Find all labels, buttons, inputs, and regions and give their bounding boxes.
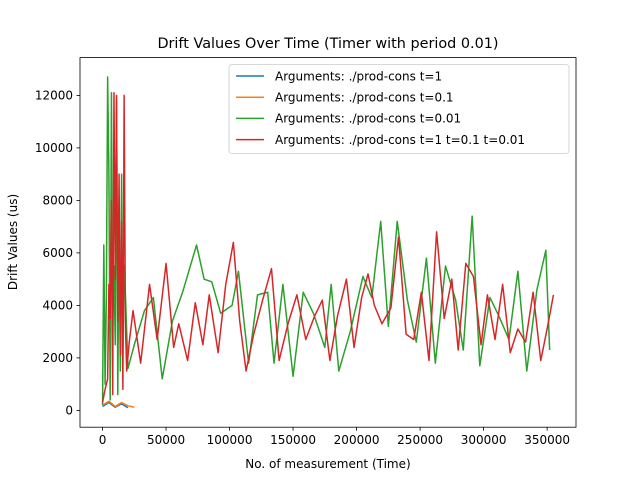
y-tick-label: 0 <box>65 404 73 418</box>
series-line-1 <box>102 401 129 409</box>
x-tick-label: 300000 <box>461 433 507 447</box>
y-tick-label: 8000 <box>42 194 73 208</box>
legend-label: Arguments: ./prod-cons t=0.1 <box>275 91 454 105</box>
x-tick-label: 100000 <box>207 433 253 447</box>
series-line-2 <box>102 400 135 408</box>
x-tick-label: 150000 <box>270 433 316 447</box>
plot-frame <box>79 57 577 428</box>
x-tick-label: 250000 <box>397 433 443 447</box>
legend-label: Arguments: ./prod-cons t=1 t=0.1 t=0.01 <box>275 133 525 147</box>
y-tick-label: 12000 <box>35 89 73 103</box>
y-tick-label: 4000 <box>42 299 73 313</box>
x-tick-label: 200000 <box>334 433 380 447</box>
series-layer <box>101 76 555 409</box>
x-tick-label: 50000 <box>147 433 185 447</box>
chart-title: Drift Values Over Time (Timer with perio… <box>157 36 498 52</box>
legend-box <box>228 64 570 154</box>
y-tick-label: 2000 <box>42 351 73 365</box>
legend-label: Arguments: ./prod-cons t=1 <box>275 69 442 83</box>
x-tick-label: 0 <box>99 433 107 447</box>
y-tick-label: 6000 <box>42 246 73 260</box>
y-tick-label: 10000 <box>35 141 73 155</box>
x-axis-ticks: 0 50000 100000 150000 200000 250000 300000 3500… <box>99 427 570 447</box>
y-axis-label: Drift Values (us) <box>6 194 20 290</box>
legend: Arguments: ./prod-cons t=1 Arguments: ./p… <box>228 64 570 154</box>
y-axis-ticks: 0 2000 4000 6000 8000 10000 12000 <box>35 89 80 418</box>
x-axis-label: No. of measurement (Time) <box>245 457 410 471</box>
series-line-4 <box>101 92 555 403</box>
x-tick-label: 350000 <box>524 433 570 447</box>
legend-label: Arguments: ./prod-cons t=0.01 <box>275 112 461 126</box>
